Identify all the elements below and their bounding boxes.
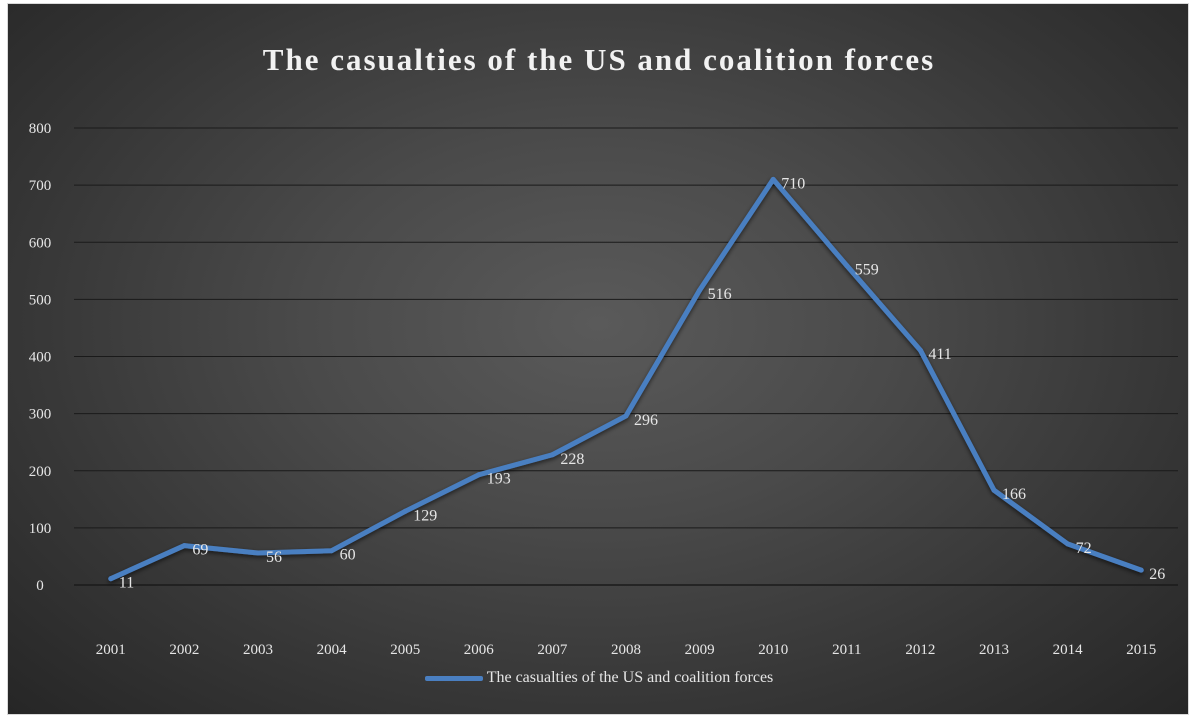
data-label: 296 [634, 412, 658, 429]
x-tick-label: 2003 [243, 642, 273, 658]
data-point [1138, 567, 1144, 573]
y-tick-label: 0 [36, 578, 44, 594]
data-label: 559 [855, 262, 879, 279]
data-point [917, 347, 923, 353]
data-point [476, 472, 482, 478]
data-label: 411 [928, 346, 951, 363]
y-tick-label: 100 [29, 521, 52, 537]
y-tick-label: 300 [29, 407, 52, 423]
data-label: 228 [560, 451, 584, 468]
data-label: 72 [1076, 540, 1092, 557]
legend-label: The casualties of the US and coalition f… [486, 669, 774, 686]
y-tick-label: 700 [29, 178, 52, 194]
y-tick-label: 200 [29, 464, 52, 480]
data-point [697, 287, 703, 293]
series-line [108, 176, 1144, 582]
data-label: 11 [119, 575, 134, 592]
legend-swatch [424, 675, 483, 681]
data-label: 26 [1149, 566, 1165, 583]
data-point [181, 543, 187, 549]
data-point [770, 176, 776, 182]
data-point [255, 550, 261, 556]
y-tick-label: 800 [29, 121, 52, 137]
data-label: 60 [340, 547, 356, 564]
data-label: 193 [487, 471, 511, 488]
x-tick-label: 2006 [464, 642, 495, 658]
x-tick-label: 2012 [905, 642, 935, 658]
y-tick-label: 600 [29, 235, 52, 251]
x-tick-label: 2010 [758, 642, 788, 658]
data-label: 516 [708, 286, 732, 303]
x-tick-label: 2008 [611, 642, 641, 658]
chart-plot-area: 0 100 200 300 400 500 600 700 800 2001 2002 2003 200… [29, 121, 1178, 658]
x-tick-label: 2002 [169, 642, 199, 658]
x-tick-label: 2004 [317, 642, 348, 658]
data-point [549, 452, 555, 458]
x-tick-label: 2011 [832, 642, 861, 658]
data-point [623, 413, 629, 419]
x-tick-label: 2009 [685, 642, 715, 658]
data-label: 69 [192, 542, 208, 559]
data-label: 710 [781, 175, 805, 192]
x-tick-label: 2007 [537, 642, 568, 658]
y-tick-label: 500 [29, 292, 52, 308]
data-point [402, 508, 408, 514]
data-label: 166 [1002, 486, 1026, 503]
x-tick-label: 2001 [96, 642, 126, 658]
x-tick-label: 2013 [979, 642, 1009, 658]
data-point [329, 548, 335, 554]
data-point [844, 263, 850, 269]
data-label: 56 [266, 549, 282, 566]
data-label: 129 [413, 507, 437, 524]
chart-legend: The casualties of the US and coalition f… [8, 669, 1188, 687]
chart-title: The casualties of the US and coalition f… [262, 42, 936, 77]
data-point [1065, 541, 1071, 547]
data-point [108, 576, 114, 582]
x-tick-label: 2014 [1053, 642, 1084, 658]
y-tick-label: 400 [29, 350, 52, 366]
x-tick-label: 2015 [1126, 642, 1156, 658]
data-point [991, 487, 997, 493]
x-tick-label: 2005 [390, 642, 420, 658]
chart-container: The casualties of the US and coalition f… [7, 3, 1189, 715]
